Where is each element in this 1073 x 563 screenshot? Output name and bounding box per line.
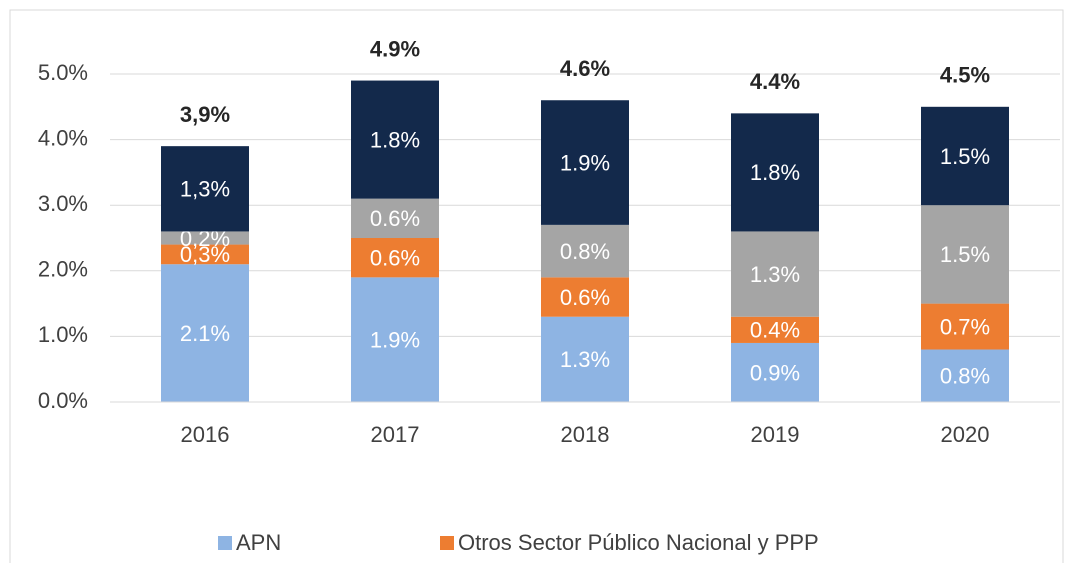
data-label: 0.4% [750, 318, 800, 343]
bar-segment [541, 277, 629, 317]
y-tick-label: 5.0% [38, 60, 88, 85]
data-label: 0.6% [370, 245, 420, 270]
bar-segment [541, 224, 629, 278]
data-label: 1.8% [370, 127, 420, 152]
data-label: 1.3% [750, 262, 800, 287]
data-label: 1.9% [370, 327, 420, 352]
data-label: 0.7% [940, 314, 990, 339]
legend-label: Otros Sector Público Nacional y PPP [458, 530, 819, 555]
total-label: 4.9% [370, 36, 420, 61]
bar-segment [541, 100, 629, 225]
bar-segment [351, 277, 439, 402]
total-label: 3,9% [180, 102, 230, 127]
data-label: 1,3% [180, 177, 230, 202]
bar-segment [541, 316, 629, 402]
bar-segment [731, 342, 819, 402]
x-tick-label: 2017 [371, 422, 420, 447]
x-tick-label: 2020 [941, 422, 990, 447]
legend-swatch [440, 536, 454, 550]
bar-segment [161, 146, 249, 232]
bar-segment [731, 231, 819, 317]
data-label: 1.9% [560, 150, 610, 175]
data-label: 1.5% [940, 144, 990, 169]
chart-border [9, 9, 1064, 563]
x-tick-label: 2018 [561, 422, 610, 447]
data-label: 0,3% [180, 242, 230, 267]
y-tick-label: 2.0% [38, 257, 88, 282]
total-label: 4.5% [940, 63, 990, 88]
legend-swatch [218, 536, 232, 550]
x-tick-label: 2019 [751, 422, 800, 447]
data-label: 1.5% [940, 242, 990, 267]
legend-label: APN [236, 530, 281, 555]
total-label: 4.6% [560, 56, 610, 81]
bar-segment [731, 316, 819, 343]
bar-segment [921, 303, 1009, 350]
data-label: 1.8% [750, 160, 800, 185]
bar-segment [351, 198, 439, 238]
x-tick-label: 2016 [181, 422, 230, 447]
bar-segment [921, 205, 1009, 304]
bar-segment [351, 238, 439, 278]
y-tick-label: 3.0% [38, 191, 88, 216]
bar-segment [921, 106, 1009, 206]
bar-segment [161, 244, 249, 265]
bar-segment [161, 231, 249, 245]
data-label: 0.8% [940, 364, 990, 389]
data-label: 0.6% [370, 206, 420, 231]
y-tick-label: 4.0% [38, 125, 88, 150]
bar-segment [731, 113, 819, 232]
y-tick-label: 0.0% [38, 388, 88, 413]
bar-segment [921, 349, 1009, 402]
total-label: 4.4% [750, 69, 800, 94]
y-tick-label: 1.0% [38, 322, 88, 347]
data-label: 0.8% [560, 239, 610, 264]
bar-segment [161, 264, 249, 402]
data-label: 0.6% [560, 285, 610, 310]
bar-segment [351, 80, 439, 199]
data-label: 0.9% [750, 360, 800, 385]
data-label: 2.1% [180, 321, 230, 346]
data-label: 1.3% [560, 347, 610, 372]
